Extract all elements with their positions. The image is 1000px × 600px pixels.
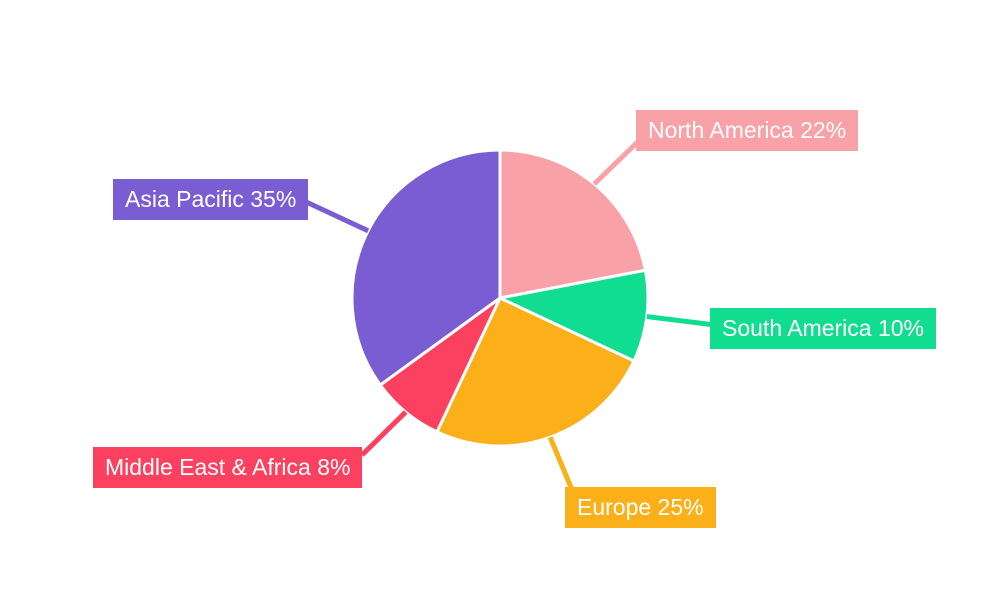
pie-slice-asia-pacific	[350, 148, 502, 387]
pie-label-middle-east-africa: Middle East & Africa 8%	[93, 447, 363, 488]
pie-label-europe: Europe 25%	[565, 487, 716, 528]
leader-line-asia-pacific	[300, 197, 370, 234]
pie-slice-europe	[435, 296, 636, 448]
pie-label-south-america: South America 10%	[710, 308, 937, 349]
pie-label-asia-pacific: Asia Pacific 35%	[113, 179, 309, 220]
leader-line-south-america	[646, 314, 716, 328]
pie-slice-north-america	[498, 148, 647, 300]
pie-label-north-america: North America 22%	[636, 110, 859, 151]
leader-line-middle-east-africa	[360, 410, 408, 457]
